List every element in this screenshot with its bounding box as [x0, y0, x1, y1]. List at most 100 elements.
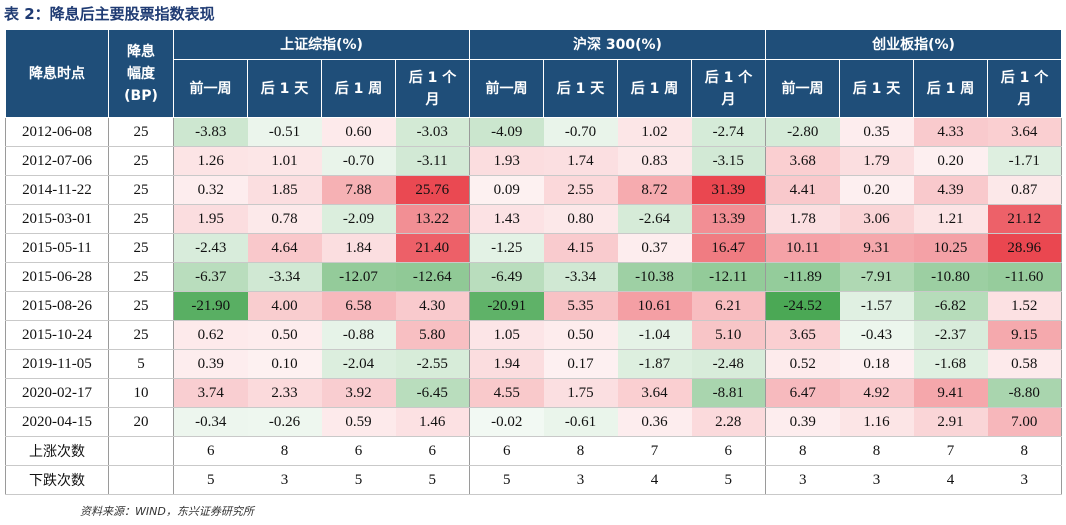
cell-count: 3 [765, 465, 840, 495]
cell-date: 2015-08-26 [5, 291, 109, 321]
cell-sh-week-before: -0.34 [173, 407, 248, 437]
cell-cy-week-before: -24.52 [765, 291, 840, 321]
cell-hs-week-before: 4.55 [469, 378, 544, 408]
cell-bp: 25 [108, 291, 174, 321]
table-row: 2019-11-05 5 0.39 0.10 -2.04 -2.55 1.94 0.17 -1.… [5, 349, 1062, 379]
cell-cy-month-after: 28.96 [987, 233, 1062, 263]
cell-cy-month-after: 3.64 [987, 117, 1062, 147]
cell-cy-month-after: 21.12 [987, 204, 1062, 234]
header-sub-week-before: 前一周 [173, 59, 248, 118]
cell-cy-month-after: 9.15 [987, 320, 1062, 350]
cell-hs-month-after: 2.28 [691, 407, 766, 437]
cell-count: 6 [395, 436, 470, 466]
header-sub-month-after: 后 1 个月 [395, 59, 470, 118]
cell-cy-week-after: 9.41 [913, 378, 988, 408]
cell-hs-month-after: 16.47 [691, 233, 766, 263]
cell-date: 2014-11-22 [5, 175, 109, 205]
cell-hs-week-after: 0.83 [617, 146, 692, 176]
cell-sh-month-after: 21.40 [395, 233, 470, 263]
cell-sh-week-after: 0.60 [321, 117, 396, 147]
cell-cy-day-after: 0.18 [839, 349, 914, 379]
cell-empty [108, 436, 174, 466]
cell-sh-month-after: -3.03 [395, 117, 470, 147]
header-sub-month-after: 后 1 个月 [691, 59, 766, 118]
cell-cy-day-after: 9.31 [839, 233, 914, 263]
header-sub-day-after: 后 1 天 [839, 59, 914, 118]
cell-hs-month-after: 6.21 [691, 291, 766, 321]
cell-bp: 25 [108, 233, 174, 263]
cell-count: 6 [691, 436, 766, 466]
cell-count: 8 [987, 436, 1062, 466]
cell-count: 5 [469, 465, 544, 495]
cell-sh-month-after: 5.80 [395, 320, 470, 350]
cell-hs-week-after: 10.61 [617, 291, 692, 321]
cell-cy-week-after: -1.68 [913, 349, 988, 379]
cell-hs-week-before: -1.25 [469, 233, 544, 263]
cell-sh-month-after: 25.76 [395, 175, 470, 205]
cell-hs-week-before: 1.43 [469, 204, 544, 234]
cell-cy-month-after: -11.60 [987, 262, 1062, 292]
cell-cy-day-after: 0.35 [839, 117, 914, 147]
cell-sh-week-after: 3.92 [321, 378, 396, 408]
cell-hs-day-after: -3.34 [543, 262, 618, 292]
cell-cy-week-after: 2.91 [913, 407, 988, 437]
cell-sh-week-before: 0.39 [173, 349, 248, 379]
cell-count-label: 上涨次数 [5, 436, 109, 466]
cell-bp: 25 [108, 204, 174, 234]
cell-hs-week-after: -1.87 [617, 349, 692, 379]
cell-sh-week-before: 1.95 [173, 204, 248, 234]
cell-date: 2012-07-06 [5, 146, 109, 176]
cell-sh-day-after: 0.50 [247, 320, 322, 350]
cell-cy-month-after: 7.00 [987, 407, 1062, 437]
cell-bp: 25 [108, 320, 174, 350]
cell-date: 2019-11-05 [5, 349, 109, 379]
cell-hs-day-after: 1.74 [543, 146, 618, 176]
cell-bp: 10 [108, 378, 174, 408]
table-row: 2020-04-15 20 -0.34 -0.26 0.59 1.46 -0.02 -0.61… [5, 407, 1062, 437]
cell-sh-day-after: 0.78 [247, 204, 322, 234]
cell-sh-week-after: 1.84 [321, 233, 396, 263]
cell-sh-week-after: 7.88 [321, 175, 396, 205]
cell-hs-week-before: 1.94 [469, 349, 544, 379]
header-group-shanghai: 上证综指(%) [173, 29, 470, 60]
cell-cy-week-after: 1.21 [913, 204, 988, 234]
cell-cy-day-after: -0.43 [839, 320, 914, 350]
cell-cy-week-after: 0.20 [913, 146, 988, 176]
table-title: 表 2：降息后主要股票指数表现 [4, 5, 215, 23]
table-row: 2014-11-22 25 0.32 1.85 7.88 25.76 0.09 2.55 8.7… [5, 175, 1062, 205]
cell-hs-week-after: 3.64 [617, 378, 692, 408]
cell-count: 8 [543, 436, 618, 466]
cell-bp: 5 [108, 349, 174, 379]
cell-count: 4 [913, 465, 988, 495]
cell-sh-day-after: -0.26 [247, 407, 322, 437]
cell-cy-week-before: 6.47 [765, 378, 840, 408]
cell-sh-week-before: -6.37 [173, 262, 248, 292]
cell-hs-week-after: 8.72 [617, 175, 692, 205]
cell-hs-month-after: 5.10 [691, 320, 766, 350]
cell-cy-week-before: -11.89 [765, 262, 840, 292]
cell-cy-week-before: 10.11 [765, 233, 840, 263]
table-row: 2015-06-28 25 -6.37 -3.34 -12.07 -12.64 -6.49-… [5, 262, 1062, 292]
cell-cy-day-after: -1.57 [839, 291, 914, 321]
source-note: 资料来源：WIND，东兴证券研究所 [80, 505, 254, 518]
header-sub-month-after: 后 1 个月 [987, 59, 1062, 118]
cell-hs-week-before: -0.02 [469, 407, 544, 437]
table-row: 2015-05-11 25 -2.43 4.64 1.84 21.40 -1.25 4.15 0… [5, 233, 1062, 263]
table-row: 2015-03-01 25 1.95 0.78 -2.09 13.22 1.43 0.80 -2… [5, 204, 1062, 234]
cell-sh-week-before: 0.62 [173, 320, 248, 350]
cell-bp: 25 [108, 146, 174, 176]
cell-sh-week-after: 6.58 [321, 291, 396, 321]
cell-sh-week-before: 0.32 [173, 175, 248, 205]
header-date: 降息时点 [5, 29, 109, 118]
cell-hs-week-after: -1.04 [617, 320, 692, 350]
cell-sh-day-after: 2.33 [247, 378, 322, 408]
cell-hs-month-after: -8.81 [691, 378, 766, 408]
cell-date: 2015-05-11 [5, 233, 109, 263]
cell-sh-week-after: -2.04 [321, 349, 396, 379]
header-bp: 降息 幅度 (BP) [108, 29, 174, 118]
cell-cy-week-after: -10.80 [913, 262, 988, 292]
cell-count: 8 [765, 436, 840, 466]
cell-cy-week-after: 4.39 [913, 175, 988, 205]
cell-hs-month-after: 31.39 [691, 175, 766, 205]
cell-hs-week-before: 1.05 [469, 320, 544, 350]
